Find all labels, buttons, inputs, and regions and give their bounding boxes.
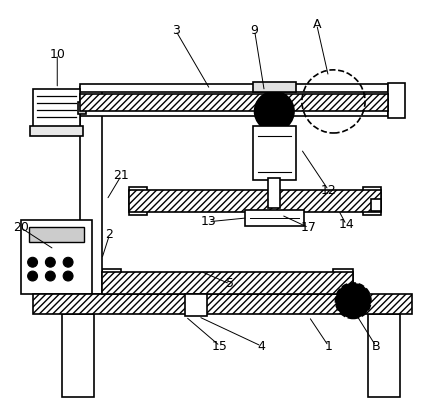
Text: 15: 15 <box>212 339 228 353</box>
Bar <box>78 103 86 114</box>
Bar <box>32 89 80 128</box>
Bar <box>62 314 94 398</box>
Bar <box>253 126 296 180</box>
Bar <box>368 314 400 398</box>
Circle shape <box>28 258 38 267</box>
Text: 3: 3 <box>172 24 179 37</box>
Circle shape <box>266 103 283 120</box>
Text: 9: 9 <box>250 24 258 37</box>
Text: 10: 10 <box>49 47 65 61</box>
Text: 4: 4 <box>258 339 266 353</box>
Circle shape <box>45 271 56 281</box>
Bar <box>268 178 280 208</box>
Bar <box>253 82 296 91</box>
Circle shape <box>63 271 73 281</box>
Bar <box>186 294 207 316</box>
Circle shape <box>45 258 56 267</box>
Circle shape <box>336 283 371 318</box>
Bar <box>21 220 92 294</box>
Text: 5: 5 <box>226 277 234 290</box>
Text: 2: 2 <box>106 228 114 241</box>
Text: 17: 17 <box>301 221 317 234</box>
Text: A: A <box>313 18 321 31</box>
Bar <box>102 272 353 294</box>
Bar <box>80 94 388 111</box>
Text: 12: 12 <box>321 184 337 197</box>
Bar <box>245 210 304 226</box>
Text: 21: 21 <box>114 169 129 182</box>
Bar <box>333 269 353 297</box>
Bar <box>363 187 381 215</box>
Text: B: B <box>372 339 380 353</box>
Text: 13: 13 <box>200 215 216 228</box>
Circle shape <box>63 258 73 267</box>
Bar <box>129 187 147 215</box>
Circle shape <box>28 271 38 281</box>
Text: 1: 1 <box>325 339 333 353</box>
Text: 14: 14 <box>338 218 354 231</box>
Bar <box>80 84 388 91</box>
Bar <box>32 294 412 314</box>
Bar <box>129 190 381 212</box>
Circle shape <box>254 91 294 131</box>
Bar <box>388 83 405 118</box>
Bar <box>371 199 381 211</box>
Bar <box>80 87 102 294</box>
Bar <box>30 126 83 136</box>
Bar <box>29 227 84 241</box>
Bar <box>102 269 121 297</box>
Bar <box>80 109 388 116</box>
Text: 20: 20 <box>13 221 29 234</box>
